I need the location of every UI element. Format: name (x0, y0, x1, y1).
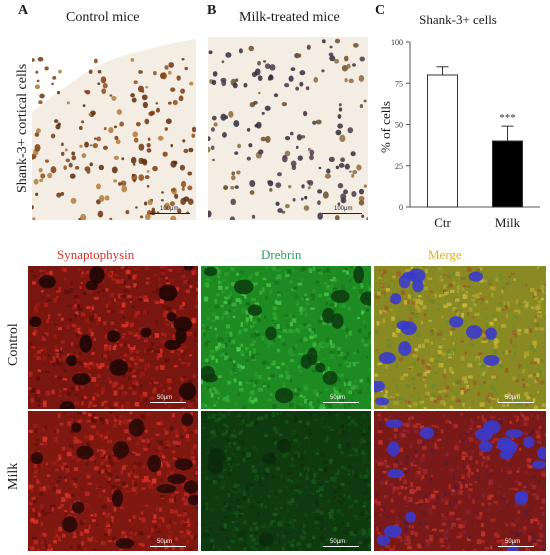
merge-milk-image (374, 411, 546, 551)
significance-label: *** (499, 112, 516, 124)
channel-title-drebrin: Drebrin (261, 247, 302, 262)
ihc-control-image (32, 37, 196, 220)
y-tick-label: 0 (399, 203, 403, 212)
scale-bar-d1 (150, 402, 186, 403)
drebrin-milk-image (201, 411, 371, 551)
scale-bar-d3 (498, 402, 534, 403)
scale-label-e3: 50μm (505, 539, 521, 545)
merge-control-image (374, 266, 546, 409)
chart-title: Shank-3+ cells (419, 12, 497, 27)
bar-milk (492, 140, 523, 208)
row-label-control: Control (6, 323, 21, 366)
scale-bar-e2 (323, 546, 359, 547)
x-tick-label: Milk (495, 215, 521, 230)
panel-a-ylabel: Shank-3+ cortical cells (15, 63, 30, 193)
synaptophysin-milk-image (28, 411, 198, 551)
y-tick-label: 75 (395, 79, 403, 88)
drebrin-control-image (201, 266, 371, 409)
ihc-milk-image (208, 37, 368, 220)
scale-label-e2: 50μm (330, 539, 346, 545)
scale-label-a: 100μm (160, 206, 179, 212)
scale-label-e1: 50μm (157, 539, 173, 545)
scale-bar-a (150, 213, 190, 214)
chart-ylabel: % of cells (378, 101, 393, 153)
shank3-bar-chart: Shank-3+ cells % of cells 0 25 50 75 100 Ctr M… (378, 12, 540, 230)
channel-title-synaptophysin: Synaptophysin (57, 247, 135, 262)
panel-b-title: Milk-treated mice (239, 10, 340, 25)
panel-a-letter: A (18, 3, 29, 18)
y-tick-label: 25 (395, 162, 403, 171)
channel-title-merge: Merge (428, 247, 462, 262)
y-tick-label: 100 (391, 38, 403, 47)
scale-bar-b (322, 213, 362, 214)
scale-bar-d2 (323, 402, 359, 403)
scale-label-b: 100μm (334, 206, 353, 212)
scale-bar-e3 (498, 546, 534, 547)
panel-c-letter: C (375, 3, 386, 18)
panel-a-title: Control mice (66, 10, 140, 25)
scale-label-d2: 50μm (330, 395, 346, 401)
x-tick-label: Ctr (434, 215, 451, 230)
scale-label-d3: 50μm (505, 395, 521, 401)
row-label-milk: Milk (6, 462, 21, 490)
scale-label-d1: 50μm (157, 395, 173, 401)
y-tick-label: 50 (395, 121, 403, 130)
panel-b-letter: B (207, 3, 217, 18)
synaptophysin-control-image (28, 266, 198, 409)
bar-ctr (427, 74, 458, 208)
scale-bar-e1 (150, 546, 186, 547)
